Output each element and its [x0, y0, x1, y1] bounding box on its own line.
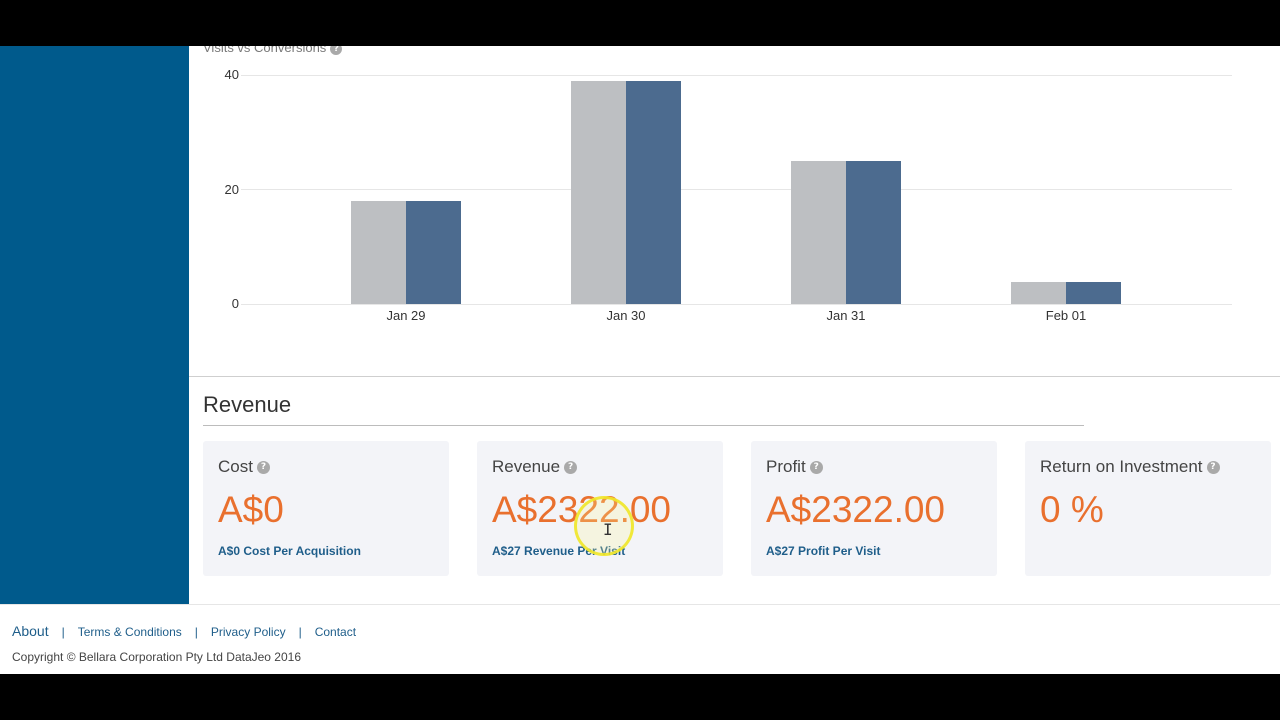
bar-visits-jan31[interactable] — [791, 161, 846, 304]
profit-card: Profit? A$2322.00 A$27 Profit Per Visit — [751, 441, 997, 576]
x-label-jan31: Jan 31 — [826, 308, 866, 323]
y-tick-0: 0 — [231, 296, 239, 311]
help-icon[interactable]: ? — [564, 461, 578, 475]
card-label: Cost? — [218, 457, 270, 477]
cost-card: Cost? A$0 A$0 Cost Per Acquisition — [203, 441, 449, 576]
footer-link-about[interactable]: About — [12, 623, 49, 639]
card-subtext: A$0 Cost Per Acquisition — [218, 544, 361, 558]
x-label-jan29: Jan 29 — [386, 308, 426, 323]
card-label-text: Profit — [766, 457, 806, 476]
app-screen: Visits vs Conversions? 40 20 0 Jan 29 Ja… — [0, 46, 1280, 674]
card-value: A$2322.00 — [492, 489, 672, 530]
x-label-jan30: Jan 30 — [606, 308, 646, 323]
card-label-text: Revenue — [492, 457, 561, 476]
bar-conversions-jan31[interactable] — [846, 161, 901, 304]
chart-title-text: Visits vs Conversions — [203, 46, 327, 55]
gridline-20 — [241, 189, 1232, 190]
card-value: A$2322.00 — [766, 489, 946, 530]
bar-conversions-jan30[interactable] — [626, 81, 681, 304]
roi-card: Return on Investment? 0 % — [1025, 441, 1271, 576]
chart-title: Visits vs Conversions? — [203, 46, 343, 55]
footer-link-terms[interactable]: Terms & Conditions — [77, 625, 182, 639]
help-icon[interactable]: ? — [809, 461, 823, 475]
visits-vs-conversions-chart: Visits vs Conversions? 40 20 0 Jan 29 Ja… — [189, 46, 1280, 346]
y-tick-20: 20 — [224, 182, 239, 197]
help-icon[interactable]: ? — [256, 461, 270, 475]
footer-link-privacy[interactable]: Privacy Policy — [210, 625, 286, 639]
revenue-card: Revenue? A$2322.00 A$27 Revenue Per Visi… — [477, 441, 723, 576]
separator: | — [61, 625, 65, 639]
card-value: A$0 — [218, 489, 284, 530]
gridline-40 — [241, 75, 1232, 76]
card-label-text: Return on Investment — [1040, 457, 1203, 476]
card-subtext: A$27 Revenue Per Visit — [492, 544, 626, 558]
section-title-underline — [203, 425, 1084, 426]
y-tick-40: 40 — [224, 67, 239, 82]
footer: About | Terms & Conditions | Privacy Policy |… — [0, 604, 1280, 674]
gridline-0 — [241, 304, 1232, 305]
separator: | — [298, 625, 302, 639]
card-value: 0 % — [1040, 489, 1104, 530]
help-icon[interactable]: ? — [330, 46, 343, 55]
copyright: Copyright © Bellara Corporation Pty Ltd … — [12, 650, 302, 664]
help-icon[interactable]: ? — [1206, 461, 1220, 475]
main-content: Visits vs Conversions? 40 20 0 Jan 29 Ja… — [189, 46, 1280, 604]
section-divider — [189, 376, 1280, 377]
x-label-feb01: Feb 01 — [1045, 308, 1087, 323]
footer-links: About | Terms & Conditions | Privacy Policy |… — [12, 623, 356, 639]
card-label: Return on Investment? — [1040, 457, 1220, 477]
bar-conversions-feb01[interactable] — [1066, 282, 1121, 304]
card-subtext: A$27 Profit Per Visit — [766, 544, 881, 558]
bar-visits-jan30[interactable] — [571, 81, 626, 304]
bar-visits-jan29[interactable] — [351, 201, 406, 304]
bar-conversions-jan29[interactable] — [406, 201, 461, 304]
revenue-section-title: Revenue — [203, 392, 292, 417]
separator: | — [194, 625, 198, 639]
card-label-text: Cost — [218, 457, 253, 476]
card-label: Revenue? — [492, 457, 578, 477]
sidebar — [0, 46, 189, 604]
card-label: Profit? — [766, 457, 823, 477]
bar-visits-feb01[interactable] — [1011, 282, 1066, 304]
footer-link-contact[interactable]: Contact — [314, 625, 357, 639]
text-cursor-icon: I — [603, 520, 613, 539]
